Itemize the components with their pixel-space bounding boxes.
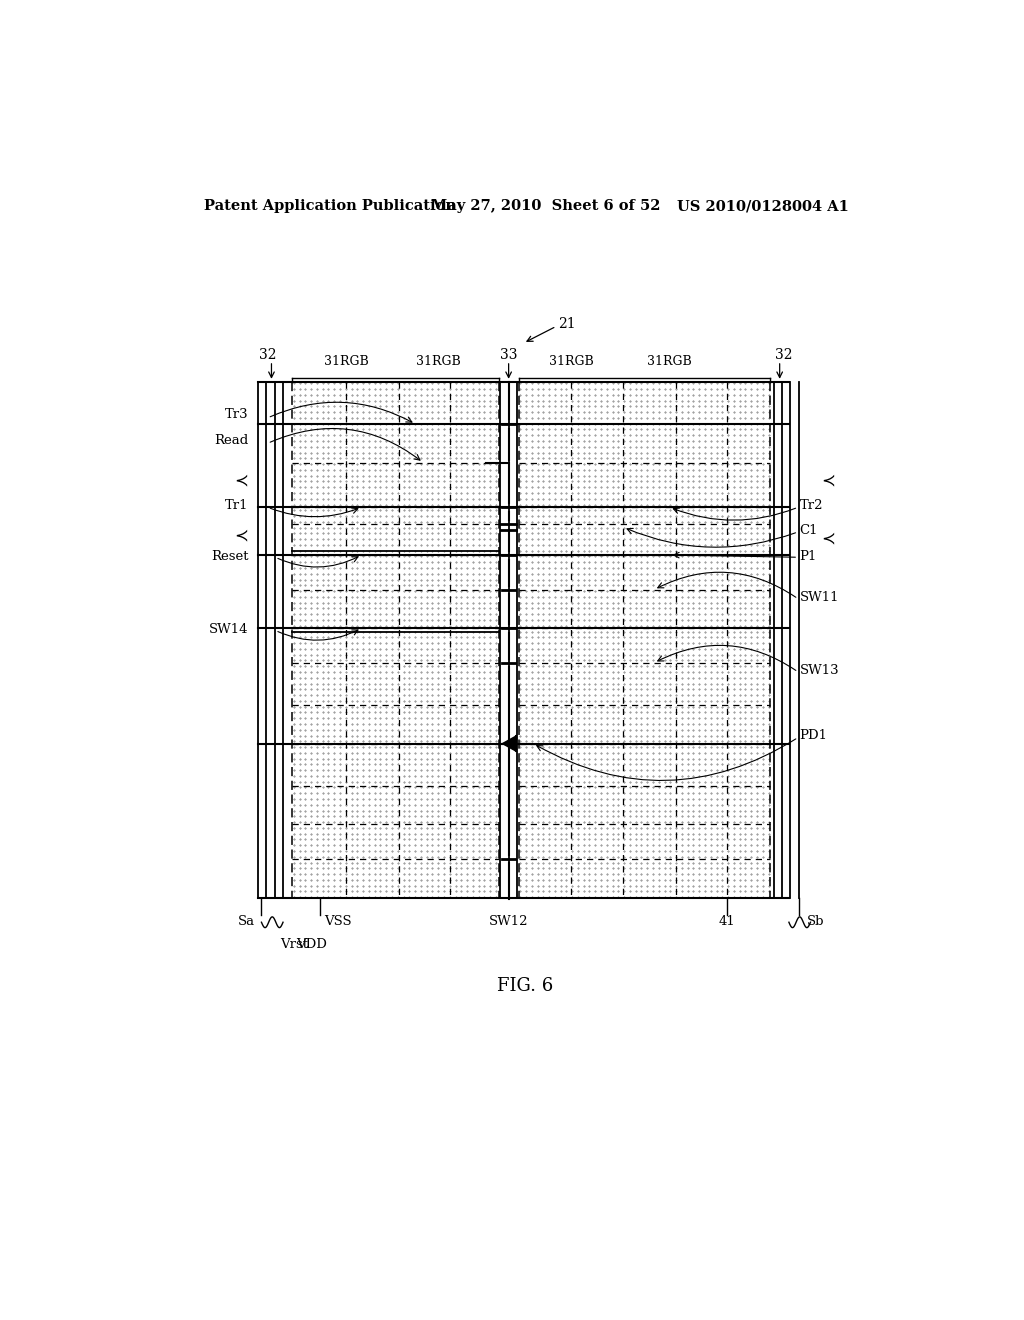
Text: 31RGB: 31RGB	[549, 355, 593, 368]
Text: 31RGB: 31RGB	[647, 355, 692, 368]
Text: ≺: ≺	[821, 529, 836, 546]
Text: SW12: SW12	[488, 915, 528, 928]
Text: Reset: Reset	[211, 550, 249, 564]
Text: C1: C1	[800, 524, 818, 537]
Text: 32: 32	[775, 347, 793, 362]
Text: Tr3: Tr3	[224, 408, 249, 421]
Text: FIG. 6: FIG. 6	[497, 977, 553, 995]
Text: PD1: PD1	[800, 730, 827, 742]
Text: SW13: SW13	[800, 664, 840, 677]
Text: 33: 33	[500, 347, 517, 362]
Text: VSS: VSS	[324, 915, 351, 928]
Text: 31RGB: 31RGB	[416, 355, 461, 368]
Text: SW11: SW11	[800, 591, 840, 603]
Text: 32: 32	[259, 347, 276, 362]
Text: VDD: VDD	[296, 937, 327, 950]
Polygon shape	[503, 737, 516, 751]
Text: 41: 41	[719, 915, 735, 928]
Text: Tr2: Tr2	[800, 499, 823, 512]
Text: May 27, 2010  Sheet 6 of 52: May 27, 2010 Sheet 6 of 52	[431, 199, 660, 213]
Text: Patent Application Publication: Patent Application Publication	[204, 199, 456, 213]
Text: Sb: Sb	[807, 915, 824, 928]
Text: ≺: ≺	[234, 471, 249, 490]
Text: Vrst: Vrst	[280, 937, 308, 950]
Text: Read: Read	[214, 434, 249, 447]
Text: P1: P1	[800, 550, 817, 564]
Text: Tr1: Tr1	[225, 499, 249, 512]
Text: US 2010/0128004 A1: US 2010/0128004 A1	[677, 199, 849, 213]
Text: 31RGB: 31RGB	[324, 355, 369, 368]
Text: SW14: SW14	[209, 623, 249, 636]
Text: ≺: ≺	[234, 527, 249, 545]
Text: ≺: ≺	[821, 471, 836, 490]
Text: Sa: Sa	[239, 915, 255, 928]
Text: 21: 21	[558, 317, 575, 331]
